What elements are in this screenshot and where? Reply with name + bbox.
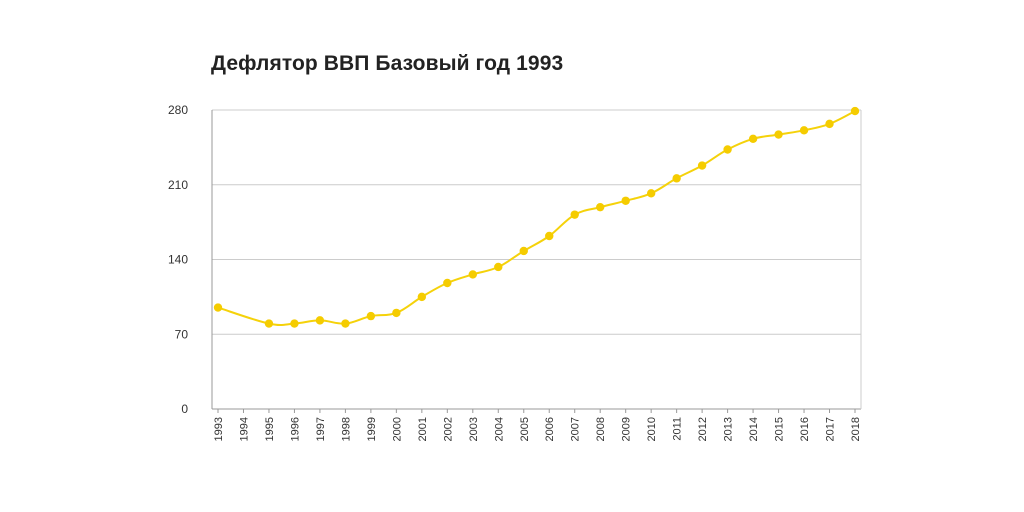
x-tick-label: 2018 (850, 417, 862, 441)
data-point-2013 (723, 145, 732, 154)
x-tick-label: 2008 (595, 417, 607, 441)
data-point-2018 (850, 106, 860, 116)
series-line-layer (217, 110, 856, 327)
x-tick-label: 2009 (621, 417, 633, 441)
x-tick-label: 2002 (442, 417, 454, 441)
data-point-2017 (825, 119, 834, 129)
x-tick-label: 1996 (289, 417, 301, 441)
x-tick-label: 2001 (417, 417, 429, 441)
data-point-2005 (519, 246, 528, 256)
x-tick-label: 1994 (238, 417, 250, 441)
y-tick-label: 70 (175, 327, 189, 341)
y-tick-label: 0 (181, 402, 188, 416)
y-tick-label: 210 (168, 178, 188, 192)
data-point-2010 (646, 189, 656, 198)
data-point-2011 (672, 174, 681, 183)
x-tick-label: 2005 (519, 417, 531, 441)
data-point-2000 (392, 308, 401, 318)
axes (211, 110, 862, 413)
data-point-2015 (774, 130, 783, 139)
series-points (213, 106, 860, 328)
data-point-2006 (545, 231, 554, 241)
data-point-2012 (697, 161, 707, 170)
data-point-2009 (621, 196, 630, 205)
data-point-2016 (799, 126, 809, 135)
data-point-2003 (468, 270, 477, 279)
x-tick-label: 2011 (672, 417, 684, 441)
x-tick-label: 2010 (646, 417, 658, 441)
y-tick-label: 280 (168, 103, 188, 117)
x-tick-label: 2006 (544, 417, 556, 441)
data-point-1993 (213, 303, 223, 312)
data-point-1996 (290, 319, 299, 328)
data-point-2008 (596, 202, 605, 212)
x-tick-label: 2017 (825, 417, 837, 441)
data-point-1999 (366, 311, 376, 321)
x-tick-label: 1997 (315, 417, 327, 441)
data-point-2004 (494, 262, 503, 272)
x-tick-label: 1999 (366, 417, 378, 441)
chart-title: Дефлятор ВВП Базовый год 1993 (211, 52, 564, 75)
x-tick-labels: 1993 1994 1995 1996 1997 1998 1999 2000 2001 2002… (213, 417, 862, 441)
x-tick-label: 2015 (774, 417, 786, 441)
x-tick-label: 2012 (697, 417, 709, 441)
x-tick-label: 1995 (264, 417, 276, 441)
data-point-2002 (443, 278, 452, 288)
x-tick-label: 2000 (391, 417, 403, 441)
x-tick-label: 1998 (340, 417, 352, 441)
x-tick-label: 2016 (799, 417, 811, 441)
x-tick-label: 1993 (213, 417, 225, 441)
gridlines (212, 109, 861, 335)
x-tick-label: 2003 (468, 417, 480, 441)
x-tick-label: 2007 (570, 417, 582, 441)
data-point-2007 (570, 210, 579, 219)
data-point-1997 (315, 316, 325, 325)
data-point-1995 (264, 319, 274, 328)
y-tick-label: 140 (168, 253, 188, 267)
data-point-2001 (417, 292, 427, 302)
series-line (217, 110, 856, 327)
x-tick-label: 2014 (748, 417, 760, 441)
data-point-2014 (748, 134, 758, 144)
y-tick-labels: 0 70 140 210 280 (168, 103, 188, 416)
x-tick-label: 2013 (723, 417, 735, 441)
x-tick-label: 2004 (493, 417, 505, 441)
data-point-1998 (341, 319, 350, 328)
